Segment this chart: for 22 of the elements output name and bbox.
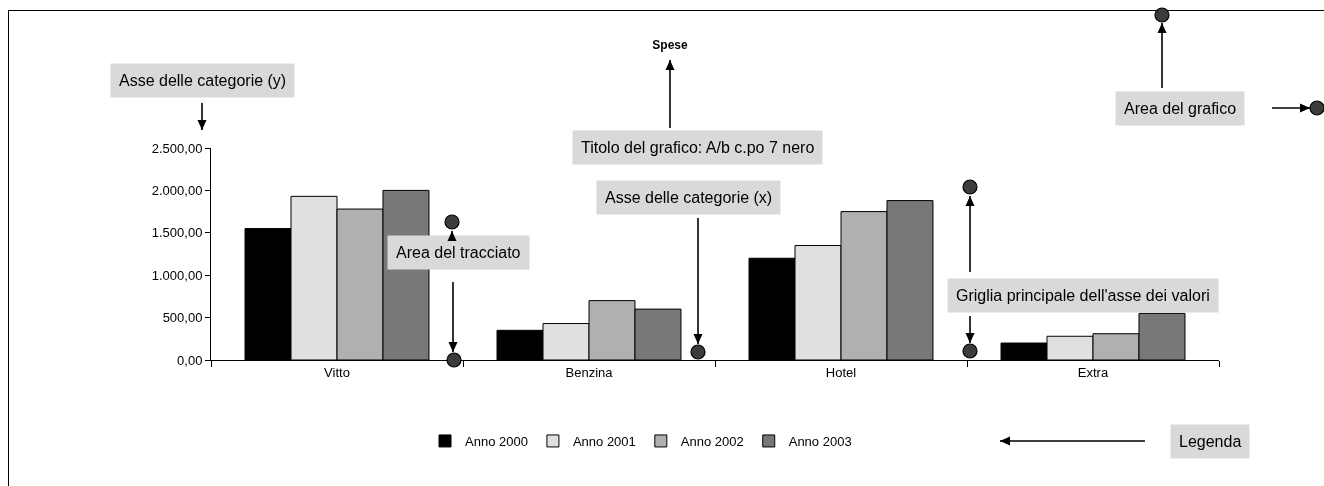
y-tick-label: 500,00 — [162, 310, 203, 326]
y-tick-label: 1.500,00 — [151, 225, 203, 241]
text: Legenda — [1179, 433, 1242, 450]
y-tick-label: 0,00 — [177, 352, 203, 368]
legend-label: Anno 2002 — [680, 434, 744, 450]
legend-label: Anno 2001 — [572, 434, 636, 450]
text: Asse delle categorie (y) — [119, 72, 287, 89]
annotation: Area del tracciato — [396, 244, 521, 261]
legend-label: Anno 2000 — [465, 434, 528, 450]
y-tick-label: 1.000,00 — [151, 267, 203, 283]
chart-title: Spese — [652, 38, 688, 53]
legend-label: Anno 2003 — [788, 434, 852, 450]
y-tick-label: 2.000,00 — [151, 182, 203, 198]
annotation: Asse delle categorie (x) — [605, 189, 773, 206]
text: Area del grafico — [1124, 100, 1237, 117]
annotation: Griglia principale dell'asse dei valori — [956, 287, 1210, 304]
x-tick-label: Extra — [1077, 364, 1109, 380]
annotation: Titolo del grafico: A/b c.po 7 nero — [581, 139, 815, 156]
y-tick-label: 2.500,00 — [151, 140, 203, 156]
x-tick-label: Benzina — [565, 364, 614, 380]
x-tick-label: Hotel — [825, 364, 857, 380]
x-tick-label: Vitto — [324, 364, 350, 380]
